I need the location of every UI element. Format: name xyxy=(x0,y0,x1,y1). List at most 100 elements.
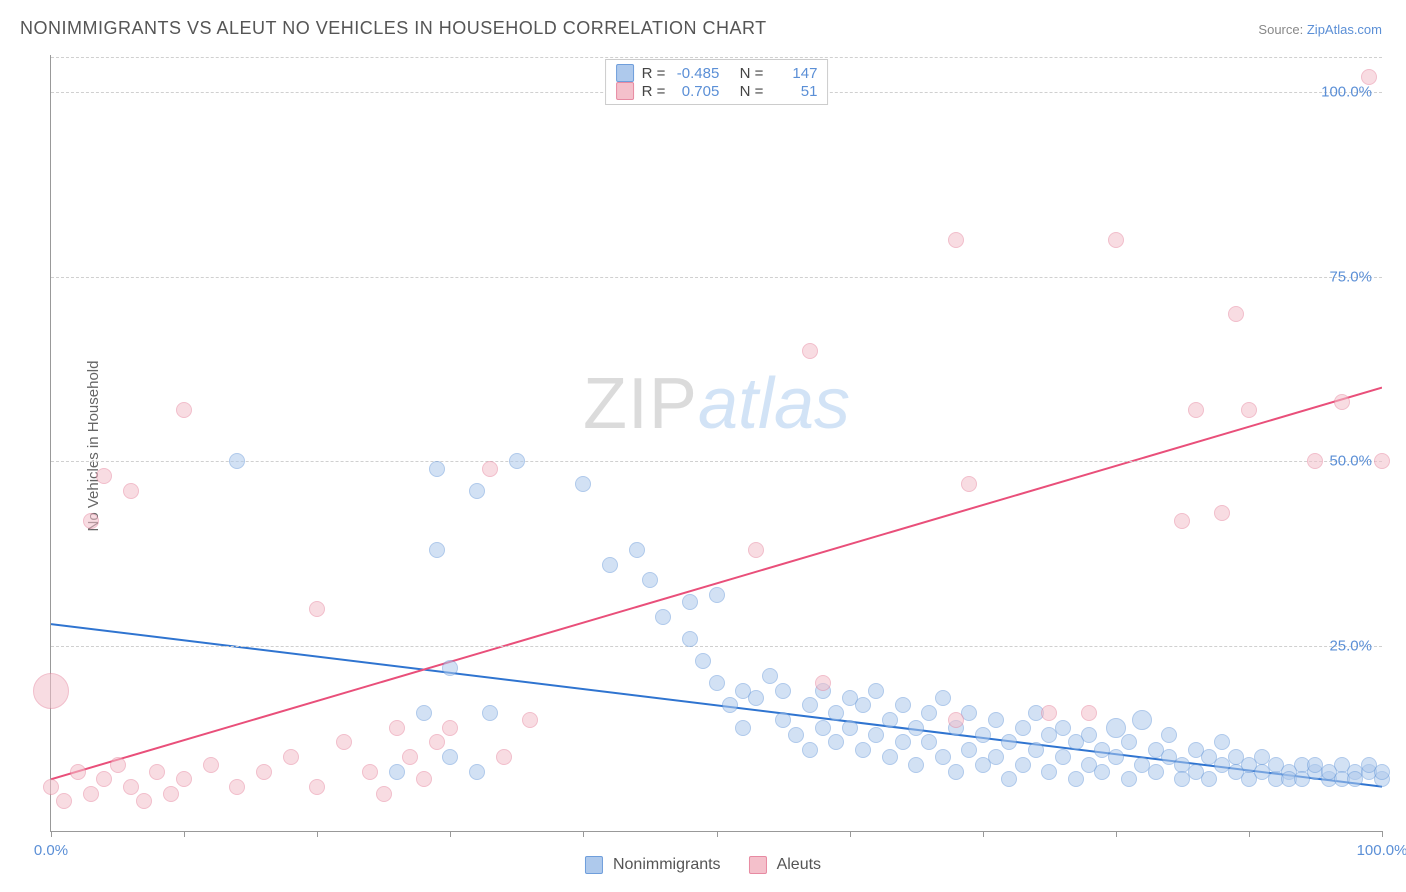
scatter-point xyxy=(895,734,911,750)
scatter-point xyxy=(908,720,924,736)
swatch-series1 xyxy=(616,64,634,82)
legend-label-series1: Nonimmigrants xyxy=(613,856,721,874)
scatter-point xyxy=(1041,705,1057,721)
scatter-point xyxy=(376,786,392,802)
scatter-point xyxy=(1174,513,1190,529)
scatter-point xyxy=(735,720,751,736)
scatter-point xyxy=(1108,232,1124,248)
xtick xyxy=(850,831,851,837)
scatter-point xyxy=(176,402,192,418)
scatter-point xyxy=(33,673,69,709)
scatter-point xyxy=(429,542,445,558)
scatter-point xyxy=(416,771,432,787)
scatter-point xyxy=(948,712,964,728)
scatter-point xyxy=(1106,718,1126,738)
scatter-point xyxy=(1001,771,1017,787)
scatter-point xyxy=(1041,764,1057,780)
scatter-point xyxy=(948,232,964,248)
scatter-point xyxy=(1161,727,1177,743)
scatter-point xyxy=(469,764,485,780)
xtick xyxy=(51,831,52,837)
source-label: Source: xyxy=(1258,22,1303,37)
scatter-point xyxy=(83,786,99,802)
scatter-point xyxy=(163,786,179,802)
scatter-point xyxy=(136,793,152,809)
gridline-h xyxy=(51,646,1382,647)
scatter-point xyxy=(695,653,711,669)
scatter-point xyxy=(442,749,458,765)
scatter-point xyxy=(788,727,804,743)
xtick xyxy=(983,831,984,837)
scatter-point xyxy=(43,779,59,795)
scatter-point xyxy=(496,749,512,765)
scatter-point xyxy=(1015,757,1031,773)
scatter-point xyxy=(1361,69,1377,85)
scatter-point xyxy=(1188,402,1204,418)
legend-swatch-series2 xyxy=(749,856,767,874)
scatter-point xyxy=(362,764,378,780)
xtick xyxy=(450,831,451,837)
scatter-point xyxy=(975,727,991,743)
ytick-label: 50.0% xyxy=(1329,453,1372,470)
scatter-point xyxy=(389,764,405,780)
n-label: N = xyxy=(740,83,764,100)
scatter-point xyxy=(868,683,884,699)
scatter-point xyxy=(1307,453,1323,469)
n-value-series1: 147 xyxy=(769,65,817,82)
scatter-point xyxy=(416,705,432,721)
legend-swatch-series1 xyxy=(585,856,603,874)
scatter-point xyxy=(709,675,725,691)
scatter-point xyxy=(96,468,112,484)
scatter-point xyxy=(482,461,498,477)
scatter-point xyxy=(775,683,791,699)
scatter-point xyxy=(575,476,591,492)
scatter-point xyxy=(948,764,964,780)
scatter-point xyxy=(602,557,618,573)
scatter-point xyxy=(509,453,525,469)
scatter-point xyxy=(309,779,325,795)
chart-title: NONIMMIGRANTS VS ALEUT NO VEHICLES IN HO… xyxy=(20,18,767,39)
swatch-series2 xyxy=(616,82,634,100)
xtick xyxy=(717,831,718,837)
scatter-point xyxy=(389,720,405,736)
scatter-point xyxy=(815,675,831,691)
scatter-point xyxy=(882,749,898,765)
scatter-point xyxy=(921,734,937,750)
scatter-point xyxy=(1015,720,1031,736)
scatter-point xyxy=(1028,742,1044,758)
scatter-point xyxy=(802,697,818,713)
scatter-point xyxy=(748,542,764,558)
scatter-point xyxy=(1081,705,1097,721)
scatter-point xyxy=(802,742,818,758)
scatter-point xyxy=(336,734,352,750)
scatter-point xyxy=(522,712,538,728)
scatter-point xyxy=(56,793,72,809)
correlation-stats-box: R = -0.485 N = 147 R = 0.705 N = 51 xyxy=(605,59,829,105)
trend-line xyxy=(51,388,1382,780)
scatter-point xyxy=(748,690,764,706)
scatter-point xyxy=(762,668,778,684)
source-link[interactable]: ZipAtlas.com xyxy=(1307,22,1382,37)
scatter-point xyxy=(882,712,898,728)
scatter-point xyxy=(149,764,165,780)
scatter-point xyxy=(1094,764,1110,780)
scatter-point xyxy=(442,720,458,736)
legend-item-series1: Nonimmigrants xyxy=(585,856,721,874)
r-label: R = xyxy=(642,83,666,100)
scatter-point xyxy=(1201,771,1217,787)
scatter-point xyxy=(83,513,99,529)
scatter-point xyxy=(642,572,658,588)
scatter-point xyxy=(442,660,458,676)
xtick-label: 0.0% xyxy=(34,842,68,859)
scatter-point xyxy=(828,734,844,750)
scatter-point xyxy=(895,697,911,713)
scatter-point xyxy=(988,749,1004,765)
scatter-point xyxy=(1374,764,1390,780)
scatter-point xyxy=(70,764,86,780)
r-value-series1: -0.485 xyxy=(671,65,719,82)
xtick-label: 100.0% xyxy=(1357,842,1406,859)
scatter-point xyxy=(1055,720,1071,736)
scatter-point xyxy=(709,587,725,603)
scatter-point xyxy=(855,697,871,713)
scatter-point xyxy=(961,742,977,758)
